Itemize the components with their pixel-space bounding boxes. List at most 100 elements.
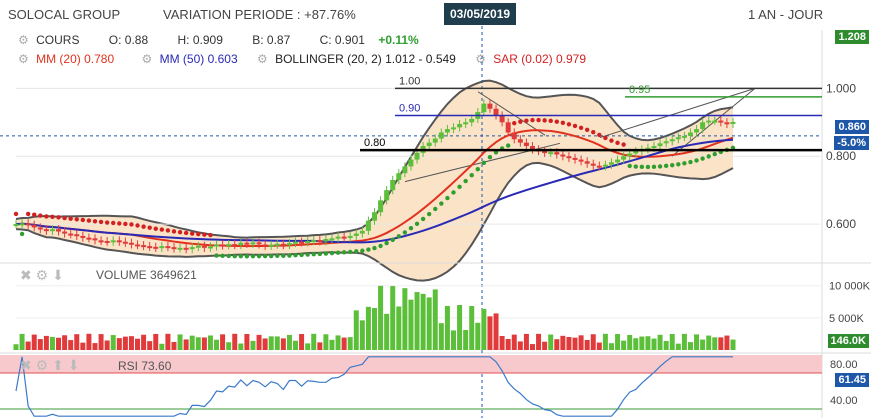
candle-body (414, 152, 420, 160)
sar-dots (13, 117, 736, 259)
volume-bar (165, 333, 171, 350)
candle-body (201, 245, 207, 248)
gear-icon[interactable]: ⚙ (35, 357, 49, 373)
volume-bar (523, 333, 529, 350)
close-icon[interactable]: ✖ (20, 357, 32, 373)
volume-value: 3649621 (150, 268, 197, 282)
candle-body (408, 159, 414, 167)
candle-body (566, 156, 572, 159)
date-badge: 03/05/2019 (444, 3, 517, 25)
gear-icon[interactable]: ⚙ (256, 52, 268, 66)
candle-body (596, 165, 602, 168)
volume-bar (244, 334, 250, 350)
volume-bar (378, 285, 384, 350)
sar-dot (183, 230, 189, 236)
close-value: C: 0.901 (319, 33, 365, 47)
candle-body (694, 129, 700, 133)
sar-dot (591, 129, 596, 135)
volume-bar (700, 339, 706, 350)
volume-bar (159, 343, 165, 350)
candle-body (86, 237, 92, 240)
candle-body (372, 212, 377, 221)
volume-bar (608, 343, 614, 350)
sar-dot (74, 217, 79, 222)
sar-dot (530, 117, 535, 123)
candle-body (651, 146, 657, 149)
candle-body (226, 244, 232, 247)
volume-bar (372, 308, 377, 350)
volume-bar (329, 339, 335, 350)
volume-bar (177, 334, 183, 350)
volume-bar (256, 334, 262, 350)
sar-dot (86, 218, 92, 223)
volume-bar (183, 339, 189, 350)
candle-body (232, 244, 238, 247)
top-price-badge: 1.208 (835, 30, 869, 44)
sar-dot (463, 178, 468, 184)
sar-dot (651, 164, 657, 169)
sar-dot (560, 120, 566, 126)
close-icon[interactable]: ✖ (20, 267, 32, 283)
candle-body (153, 246, 159, 249)
volume-tick-label: 10 000K (829, 281, 871, 293)
volume-bar (37, 339, 43, 350)
volume-bar (548, 334, 554, 350)
volume-bar (207, 335, 213, 350)
candle-body (669, 139, 675, 142)
candle-body (730, 121, 736, 124)
sar-dot (372, 245, 377, 251)
candles (13, 99, 736, 254)
candle-body (256, 242, 262, 245)
sar-dot (62, 215, 67, 221)
gear-icon[interactable]: ⚙ (18, 52, 29, 66)
sar-dot (615, 140, 620, 146)
bollinger-upper (15, 79, 734, 239)
sar-dot (25, 211, 31, 217)
arrow-up-icon[interactable]: ⬆ (52, 357, 64, 373)
candle-body (621, 156, 627, 160)
gear-icon[interactable]: ⚙ (35, 267, 49, 283)
gear-icon[interactable]: ⚙ (18, 33, 29, 47)
sar-dot (524, 118, 529, 123)
candle-body (98, 240, 104, 243)
rsi-tick-label: 80.00 (830, 359, 858, 371)
sar-dot (396, 234, 402, 239)
arrow-down-icon[interactable]: ⬇ (52, 267, 64, 283)
candle-body (214, 244, 220, 247)
volume-bar (402, 288, 408, 350)
volume-bar (80, 342, 86, 350)
sar-dot (366, 247, 371, 252)
candle-body (402, 166, 408, 174)
volume-bar (365, 306, 371, 350)
candle-body (353, 233, 359, 236)
volume-bar (572, 337, 578, 350)
arrow-down-icon[interactable]: ⬇ (67, 357, 80, 373)
gear-icon[interactable]: ⚙ (475, 52, 486, 66)
volume-bar (214, 339, 220, 350)
sar-dot (657, 164, 663, 169)
sar-dot (153, 226, 158, 231)
volume-bar (596, 342, 602, 350)
volume-bar (220, 334, 226, 350)
candle-body (511, 132, 517, 140)
sar-dot (256, 253, 262, 259)
candle-body (578, 159, 584, 162)
candle-body (341, 236, 347, 239)
sar-dot (202, 232, 207, 237)
sar-dot (38, 213, 43, 218)
gear-icon[interactable]: ⚙ (141, 52, 153, 66)
period-selector[interactable]: 1 AN - JOUR (748, 7, 824, 22)
volume-bar (268, 336, 274, 350)
candle-body (68, 233, 74, 236)
candle-body (706, 120, 712, 123)
volume-bar (323, 334, 329, 350)
candle-body (165, 246, 171, 249)
sar-dot (578, 125, 584, 130)
candle-body (116, 240, 122, 243)
candle-body (542, 151, 548, 154)
volume-bar (487, 316, 493, 350)
volume-bar (712, 337, 718, 350)
sar-dot (32, 212, 37, 217)
sar-dot (117, 221, 122, 226)
sar-dot (123, 221, 128, 227)
